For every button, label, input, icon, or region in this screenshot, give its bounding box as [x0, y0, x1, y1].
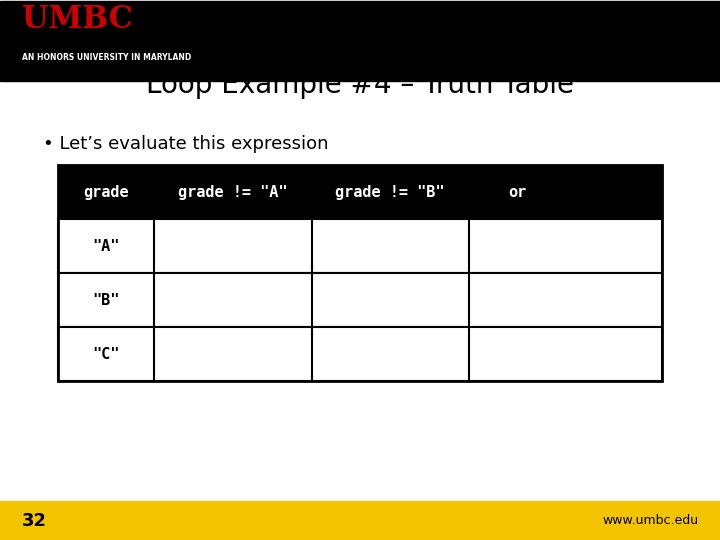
- Text: • Let’s evaluate this expression: • Let’s evaluate this expression: [43, 135, 329, 153]
- Text: UMBC: UMBC: [22, 4, 132, 35]
- Bar: [58, 165, 662, 381]
- Text: grade != "B": grade != "B": [336, 185, 445, 200]
- Text: "B": "B": [92, 293, 120, 308]
- Text: AN HONORS UNIVERSITY IN MARYLAND: AN HONORS UNIVERSITY IN MARYLAND: [22, 53, 191, 62]
- Text: www.umbc.edu: www.umbc.edu: [602, 514, 698, 527]
- Bar: [58, 327, 662, 381]
- Text: or: or: [508, 185, 526, 200]
- Bar: [58, 165, 662, 219]
- Bar: [0, 501, 720, 540]
- Text: "C": "C": [92, 347, 120, 361]
- Bar: [0, 1, 720, 80]
- Text: 32: 32: [22, 511, 47, 530]
- Text: "A": "A": [92, 239, 120, 254]
- Bar: [58, 219, 662, 273]
- Bar: [58, 273, 662, 327]
- Text: Loop Example #4 – Truth Table: Loop Example #4 – Truth Table: [146, 71, 574, 98]
- Text: grade  !=  "A"  or  grade  !=  "B": grade != "A" or grade != "B": [72, 172, 442, 191]
- Text: grade != "A": grade != "A": [179, 185, 288, 200]
- Text: grade: grade: [84, 185, 129, 200]
